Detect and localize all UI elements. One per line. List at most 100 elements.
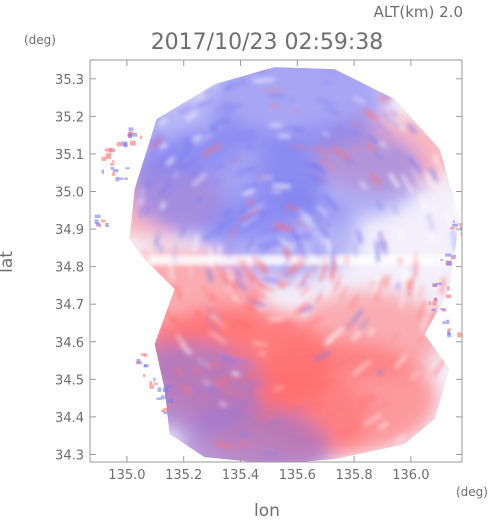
echo-streak	[113, 114, 129, 131]
echo-streak	[350, 144, 359, 152]
x-unit-label: (deg)	[456, 485, 488, 499]
echo-streak	[270, 103, 280, 108]
echo-streak	[256, 240, 266, 250]
echo-streak	[298, 301, 310, 311]
echo-streak	[234, 135, 256, 144]
echo-streak	[246, 292, 260, 302]
axis-ticks: 135.0 135.2 135.4 135.6 135.8 136.0 34.3 34.4 34…	[55, 60, 462, 483]
echo-streak	[184, 455, 201, 462]
echo-streak	[375, 240, 380, 263]
echo-streak	[207, 229, 216, 242]
echo-streak	[377, 95, 389, 105]
echo-streak	[138, 196, 145, 206]
echo-streak	[285, 204, 299, 212]
echo-streak	[293, 109, 301, 114]
echo-streak	[241, 182, 258, 192]
echo-streak	[276, 233, 292, 244]
echo-streak	[191, 165, 204, 177]
echo-streak	[406, 154, 421, 174]
echo-streak	[259, 228, 281, 236]
echo-streak	[251, 209, 268, 218]
echo-streak	[289, 186, 306, 195]
echo-streak	[317, 286, 327, 298]
echo-streak	[193, 367, 203, 375]
echo-streak	[194, 133, 213, 146]
echo-streak	[324, 163, 337, 173]
echo-speck	[149, 381, 153, 386]
echo-streak	[103, 243, 107, 261]
echo-streak	[109, 191, 117, 205]
echo-streak	[260, 277, 279, 285]
echo-streak	[178, 104, 194, 115]
y-tick-label: 34.6	[55, 336, 84, 351]
echo-speck	[160, 409, 165, 413]
echo-streak	[351, 308, 364, 325]
echo-streak	[376, 201, 384, 211]
echo-streak	[202, 143, 222, 157]
echo-speck	[141, 353, 145, 357]
echo-streak	[272, 183, 291, 189]
echo-streak	[239, 209, 259, 223]
echo-streak	[324, 328, 336, 338]
echo-streak	[180, 384, 194, 395]
echo-speck	[157, 387, 162, 392]
echo-streak	[272, 319, 290, 325]
echo-streak	[129, 391, 137, 407]
echo-streak	[267, 234, 280, 239]
echo-streak	[359, 180, 368, 190]
echo-streak	[290, 229, 302, 241]
echo-streak	[235, 270, 242, 279]
echo-streak	[197, 357, 210, 368]
echo-streak	[224, 103, 243, 112]
echo-streak	[121, 154, 128, 162]
echo-streak	[378, 231, 385, 252]
echo-streak	[314, 350, 331, 362]
echo-streak	[411, 248, 415, 270]
echo-streak	[234, 319, 253, 331]
y-tick-label: 34.3	[55, 448, 84, 463]
echo-streak	[363, 413, 382, 426]
echo-streak	[253, 78, 275, 83]
echo-streak	[265, 405, 275, 410]
echo-streak	[282, 247, 290, 258]
echo-streak	[213, 162, 226, 172]
echo-speck	[94, 219, 99, 225]
echo-streak	[114, 309, 120, 320]
echo-streak	[312, 401, 327, 409]
echo-streak	[365, 142, 376, 152]
echo-streak	[329, 264, 337, 283]
echo-streak	[247, 407, 254, 412]
echo-streak	[159, 201, 166, 210]
echo-streak	[242, 258, 248, 269]
echo-streak	[160, 142, 168, 150]
echo-streak	[353, 242, 359, 257]
echo-streak	[144, 206, 151, 216]
echo-streak	[420, 317, 429, 331]
echo-speck	[136, 358, 141, 364]
echo-streak	[284, 405, 292, 410]
echo-speck	[128, 127, 134, 131]
echo-streak	[317, 220, 331, 239]
echo-streak	[151, 295, 158, 305]
echo-streak	[175, 339, 187, 351]
echo-streak	[175, 334, 187, 347]
echo-streak	[346, 322, 353, 330]
echo-speck	[167, 384, 173, 388]
echo-speck	[105, 155, 111, 159]
echo-streak	[317, 337, 330, 347]
echo-streak	[407, 84, 424, 100]
echo-streak	[258, 351, 266, 356]
echo-streak	[245, 198, 257, 206]
echo-streak	[274, 386, 284, 390]
echo-streak	[165, 156, 175, 166]
outlying-echoes	[94, 127, 462, 415]
radar-echo-layer	[94, 67, 462, 462]
echo-streak	[338, 423, 360, 436]
echo-streak	[130, 251, 134, 273]
echo-speck	[115, 176, 120, 182]
y-unit-label: (deg)	[24, 33, 56, 47]
echo-streak	[215, 103, 235, 112]
echo-streak	[206, 267, 214, 283]
echo-streak	[129, 369, 138, 381]
